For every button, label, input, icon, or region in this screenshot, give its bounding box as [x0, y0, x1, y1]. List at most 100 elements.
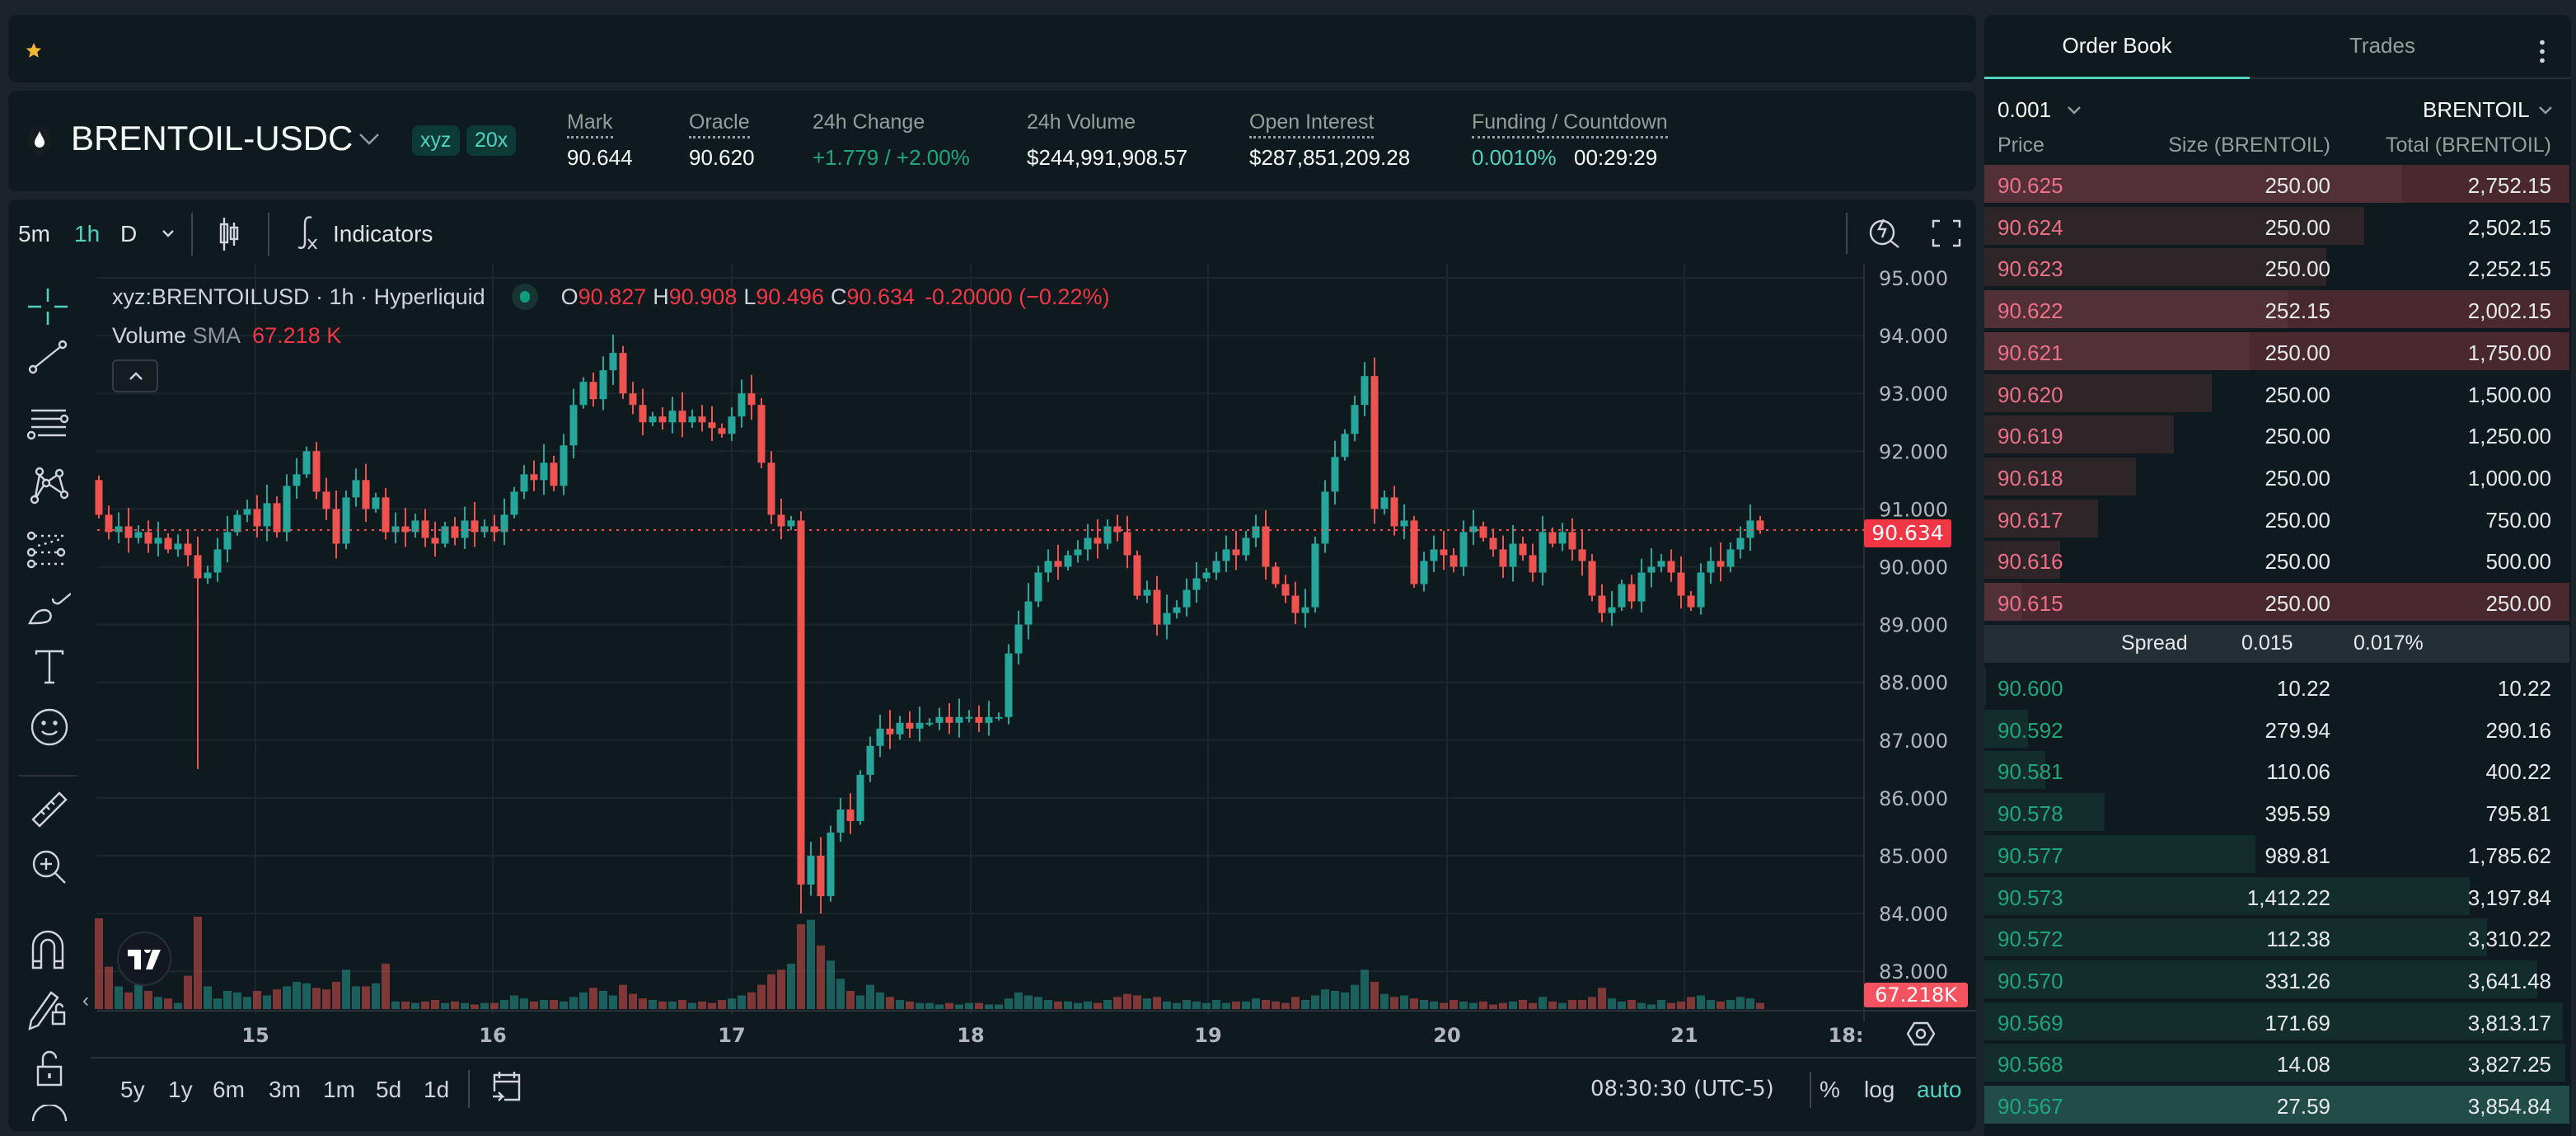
candle-body [1044, 561, 1052, 573]
volume-bar [827, 960, 835, 1009]
bid-row[interactable]: 90.569 171.69 3,813.17 [1984, 1002, 2569, 1040]
candle-body [204, 572, 212, 579]
volume-bar [391, 1001, 400, 1009]
candlestick-type-icon[interactable] [216, 216, 242, 252]
clock-timezone[interactable]: 08:30:30 (UTC-5) [1590, 1077, 1774, 1101]
ask-row[interactable]: 90.620 250.00 1,500.00 [1984, 373, 2569, 412]
candle-body [95, 480, 103, 515]
volume-bar [105, 966, 113, 1009]
gear-icon[interactable] [1907, 1021, 1935, 1047]
text-icon[interactable] [33, 650, 66, 686]
lock-drawings-icon[interactable] [28, 988, 69, 1030]
indicators-button[interactable]: Indicators [333, 221, 433, 246]
volume-bar [1331, 990, 1339, 1009]
fullscreen-icon[interactable] [1932, 219, 1961, 247]
emoji-icon[interactable] [30, 707, 69, 747]
horizontal-lines-icon[interactable] [26, 407, 69, 444]
bid-row[interactable]: 90.578 395.59 795.81 [1984, 793, 2569, 832]
trend-line-icon[interactable] [28, 340, 68, 376]
alert-search-icon[interactable] [1867, 214, 1904, 251]
volume-bar [708, 1002, 716, 1009]
star-icon[interactable] [25, 41, 43, 59]
go-to-date-icon[interactable] [491, 1070, 522, 1103]
interval-1h[interactable]: 1h [74, 221, 101, 246]
spread-percent: 0.017% [2354, 631, 2424, 655]
volume-bar [1410, 998, 1418, 1009]
range-1y[interactable]: 1y [168, 1077, 193, 1102]
candle-body [471, 520, 479, 533]
bid-row[interactable]: 90.592 279.94 290.16 [1984, 709, 2569, 748]
log-scale-toggle[interactable]: log [1864, 1077, 1895, 1102]
candle-body [688, 416, 696, 423]
range-1d[interactable]: 1d [424, 1077, 450, 1102]
ask-row[interactable]: 90.625 250.00 2,752.15 [1984, 165, 2569, 203]
volume-bar [1529, 1002, 1537, 1009]
brush-icon[interactable] [28, 590, 71, 627]
range-6m[interactable]: 6m [213, 1077, 245, 1102]
unit-selector[interactable]: BRENTOIL [2423, 97, 2530, 122]
tab-trades[interactable]: Trades [2349, 33, 2415, 58]
interval-5m[interactable]: 5m [18, 221, 50, 246]
function-icon[interactable] [293, 214, 321, 252]
volume-bar [1163, 1001, 1171, 1009]
ask-row[interactable]: 90.621 250.00 1,750.00 [1984, 331, 2569, 370]
price-chart[interactable]: 95.000 94.000 93.000 92.000 91.000 90.000 89.0… [0, 0, 1978, 1063]
bid-row[interactable]: 90.568 14.08 3,827.25 [1984, 1044, 2569, 1082]
ask-row[interactable]: 90.616 250.00 500.00 [1984, 541, 2569, 580]
eye-icon[interactable] [30, 1105, 69, 1121]
bid-row[interactable]: 90.567 27.59 3,854.84 [1984, 1086, 2569, 1124]
bid-row[interactable]: 90.600 10.22 10.22 [1984, 668, 2569, 706]
ask-row[interactable]: 90.619 250.00 1,250.00 [1984, 415, 2569, 454]
chevron-down-icon[interactable] [358, 132, 381, 147]
unlock-icon[interactable] [35, 1050, 64, 1087]
volume-bar [1262, 999, 1270, 1009]
bid-row[interactable]: 90.570 331.26 3,641.48 [1984, 960, 2569, 998]
volume-bar [866, 984, 874, 1009]
collapse-legend-button[interactable] [112, 359, 158, 392]
ask-row[interactable]: 90.622 252.15 2,002.15 [1984, 290, 2569, 329]
zoom-in-icon[interactable] [30, 847, 69, 887]
volume-bar [1519, 999, 1527, 1009]
candle-body [134, 532, 143, 538]
range-1m[interactable]: 1m [323, 1077, 355, 1102]
fib-icon[interactable] [26, 531, 69, 569]
ask-row[interactable]: 90.618 250.00 1,000.00 [1984, 457, 2569, 495]
scroll-left-icon[interactable]: ‹ [82, 989, 89, 1012]
tab-order-book[interactable]: Order Book [2062, 33, 2172, 58]
pattern-icon[interactable] [28, 467, 69, 505]
chevron-down-icon[interactable] [2538, 106, 2553, 115]
ruler-icon[interactable] [30, 790, 69, 829]
magnet-icon[interactable] [30, 930, 66, 969]
auto-scale-toggle[interactable]: auto [1917, 1077, 1962, 1102]
depth-bar [1984, 290, 2288, 329]
high-value: 90.908 [668, 284, 738, 309]
chevron-down-icon[interactable] [2067, 106, 2082, 115]
chevron-down-icon[interactable] [162, 229, 175, 239]
ask-row[interactable]: 90.624 250.00 2,502.15 [1984, 206, 2569, 245]
bid-row[interactable]: 90.577 989.81 1,785.62 [1984, 834, 2569, 873]
bid-row[interactable]: 90.573 1,412.22 3,197.84 [1984, 876, 2569, 915]
range-5d[interactable]: 5d [376, 1077, 402, 1102]
ask-row[interactable]: 90.615 250.00 250.00 [1984, 583, 2569, 621]
volume-bar [1479, 1001, 1487, 1009]
tick-size-selector[interactable]: 0.001 [1998, 97, 2052, 122]
candle-body [421, 520, 429, 538]
candle-body [886, 728, 894, 735]
change-value: +1.779 / +2.00% [813, 145, 970, 170]
market-symbol-selector[interactable]: BRENTOIL-USDC [71, 119, 354, 157]
x-tick-label: 17 [718, 1024, 745, 1047]
range-3m[interactable]: 3m [269, 1077, 301, 1102]
ask-row[interactable]: 90.617 250.00 750.00 [1984, 499, 2569, 537]
volume-bar [935, 1004, 944, 1009]
interval-d[interactable]: D [120, 221, 138, 246]
bid-row[interactable]: 90.572 112.38 3,310.22 [1984, 918, 2569, 957]
range-5y[interactable]: 5y [120, 1077, 145, 1102]
ask-row[interactable]: 90.623 250.00 2,252.15 [1984, 248, 2569, 287]
volume-bar [1677, 1001, 1685, 1009]
tradingview-logo[interactable] [117, 932, 171, 986]
more-options-icon[interactable] [2540, 38, 2545, 63]
bid-row[interactable]: 90.581 110.06 400.22 [1984, 751, 2569, 790]
percent-scale-toggle[interactable]: % [1820, 1077, 1840, 1102]
crosshair-icon[interactable] [28, 289, 68, 325]
volume-bar [1608, 998, 1616, 1009]
